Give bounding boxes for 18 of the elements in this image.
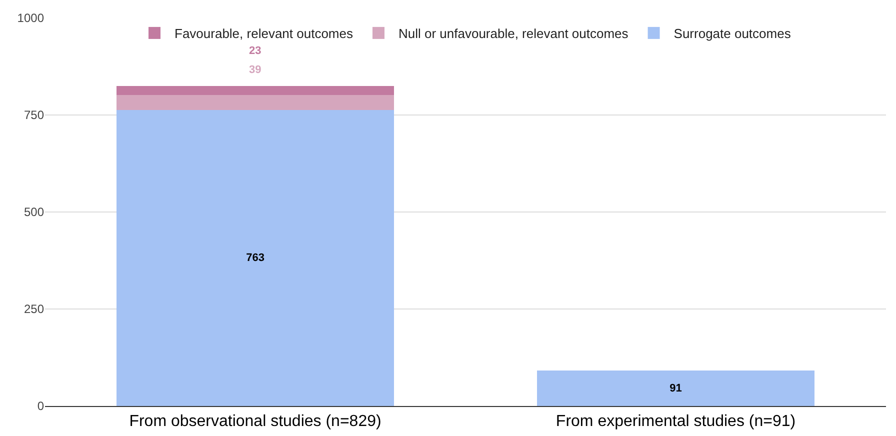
legend-label: Favourable, relevant outcomes: [174, 26, 354, 42]
y-tick-label: 0: [37, 399, 44, 414]
bar: [536, 370, 815, 406]
bar: [116, 86, 394, 95]
x-tick-label: From observational studies (n=829): [129, 413, 382, 430]
bar: [116, 110, 394, 406]
y-tick-label: 500: [24, 205, 44, 220]
data-label: 763: [246, 252, 264, 264]
y-tick-label: 250: [24, 302, 44, 316]
data-label: 91: [670, 382, 682, 394]
data-label: 39: [249, 64, 262, 76]
bar: [116, 94, 394, 110]
legend-label: Null or unfavourable, relevant outcomes: [398, 26, 629, 42]
legend-label: Surrogate outcomes: [674, 26, 792, 42]
data-label: 23: [249, 45, 262, 57]
y-tick-label: 1000: [17, 11, 44, 26]
y-tick-label: 750: [24, 108, 44, 122]
x-tick-label: From experimental studies (n=91): [556, 413, 796, 430]
